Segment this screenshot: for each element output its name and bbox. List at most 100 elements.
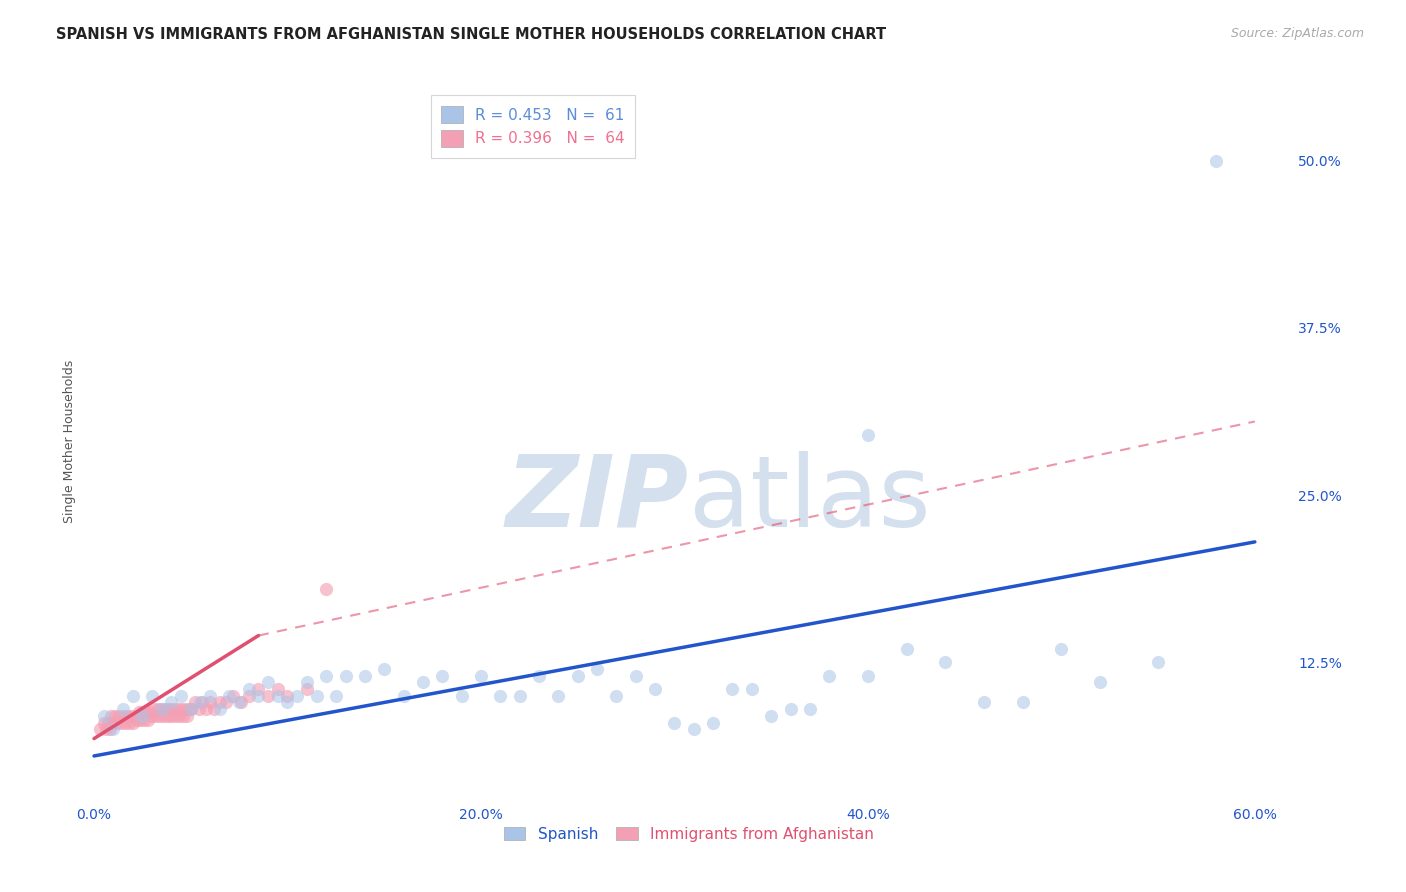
Point xyxy=(664,715,686,730)
Point xyxy=(267,689,290,703)
Point xyxy=(412,675,434,690)
Point xyxy=(450,689,472,703)
Point xyxy=(1050,642,1073,657)
Point xyxy=(180,702,202,716)
Point xyxy=(93,708,115,723)
Point xyxy=(143,702,166,716)
Point xyxy=(124,708,146,723)
Point xyxy=(644,682,666,697)
Point xyxy=(162,702,184,716)
Point xyxy=(183,696,205,710)
Point xyxy=(547,689,569,703)
Point xyxy=(759,708,782,723)
Point xyxy=(1147,655,1170,669)
Point xyxy=(165,708,187,723)
Point xyxy=(156,708,179,723)
Point xyxy=(97,715,120,730)
Point xyxy=(238,689,260,703)
Point xyxy=(934,655,956,669)
Point xyxy=(856,669,879,683)
Point xyxy=(218,689,240,703)
Point xyxy=(93,715,115,730)
Point xyxy=(257,689,280,703)
Point xyxy=(114,715,136,730)
Point xyxy=(167,708,190,723)
Point xyxy=(170,702,193,716)
Point xyxy=(198,689,221,703)
Point xyxy=(160,708,183,723)
Point xyxy=(166,702,188,716)
Text: ZIP: ZIP xyxy=(506,450,689,548)
Point xyxy=(191,696,214,710)
Point xyxy=(149,708,172,723)
Point xyxy=(276,696,298,710)
Point xyxy=(779,702,801,716)
Point xyxy=(103,715,125,730)
Point xyxy=(187,702,209,716)
Point xyxy=(128,705,150,719)
Point xyxy=(174,702,197,716)
Point xyxy=(141,708,163,723)
Point xyxy=(1205,153,1227,168)
Point xyxy=(146,702,169,716)
Point xyxy=(110,715,132,730)
Point xyxy=(94,723,117,737)
Point xyxy=(276,689,298,703)
Point xyxy=(624,669,647,683)
Point xyxy=(229,696,252,710)
Point xyxy=(100,708,122,723)
Point xyxy=(432,669,454,683)
Point xyxy=(325,689,347,703)
Text: atlas: atlas xyxy=(689,450,931,548)
Point xyxy=(222,689,245,703)
Point xyxy=(721,682,744,697)
Point xyxy=(354,669,377,683)
Point xyxy=(159,702,181,716)
Point xyxy=(152,708,174,723)
Point xyxy=(121,715,143,730)
Point xyxy=(89,723,111,737)
Point xyxy=(134,713,156,727)
Text: SPANISH VS IMMIGRANTS FROM AFGHANISTAN SINGLE MOTHER HOUSEHOLDS CORRELATION CHAR: SPANISH VS IMMIGRANTS FROM AFGHANISTAN S… xyxy=(56,27,886,42)
Point xyxy=(527,669,550,683)
Point xyxy=(392,689,415,703)
Point xyxy=(120,708,142,723)
Point xyxy=(177,702,200,716)
Legend: Spanish, Immigrants from Afghanistan: Spanish, Immigrants from Afghanistan xyxy=(496,819,882,849)
Point xyxy=(131,705,153,719)
Point xyxy=(567,669,589,683)
Point xyxy=(489,689,512,703)
Point xyxy=(586,662,609,676)
Point xyxy=(228,696,250,710)
Point xyxy=(170,689,193,703)
Point xyxy=(98,723,121,737)
Point xyxy=(172,708,194,723)
Point xyxy=(741,682,763,697)
Point xyxy=(145,708,167,723)
Point xyxy=(373,662,395,676)
Point xyxy=(139,705,162,719)
Point xyxy=(190,696,212,710)
Y-axis label: Single Mother Households: Single Mother Households xyxy=(63,359,76,524)
Point xyxy=(176,708,198,723)
Point xyxy=(247,689,270,703)
Point xyxy=(295,675,318,690)
Point xyxy=(112,708,135,723)
Point xyxy=(118,715,141,730)
Point xyxy=(105,715,128,730)
Point xyxy=(125,713,148,727)
Point xyxy=(155,702,177,716)
Point xyxy=(104,708,127,723)
Point xyxy=(682,723,704,737)
Point xyxy=(295,682,318,697)
Point xyxy=(208,702,231,716)
Point xyxy=(702,715,724,730)
Point xyxy=(108,708,131,723)
Point xyxy=(135,705,157,719)
Point xyxy=(267,682,290,697)
Point xyxy=(305,689,328,703)
Point xyxy=(150,702,173,716)
Point xyxy=(1011,696,1033,710)
Point xyxy=(160,696,183,710)
Point xyxy=(896,642,918,657)
